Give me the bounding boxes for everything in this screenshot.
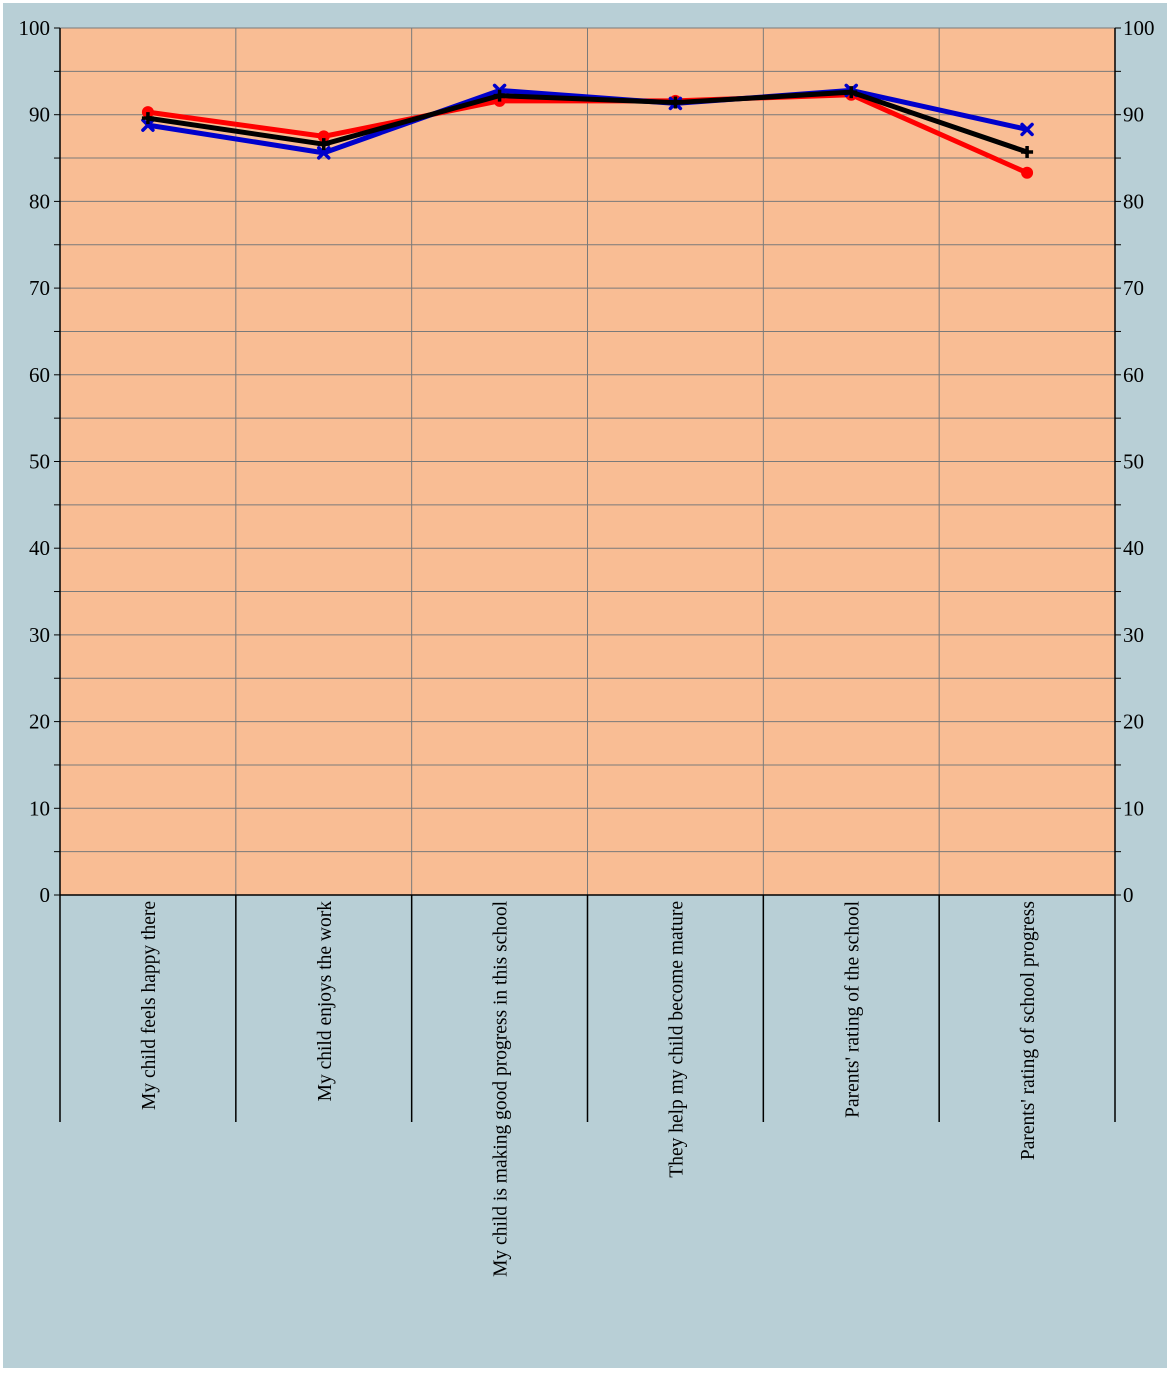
- y-tick-label-right: 100: [1123, 16, 1155, 40]
- y-tick-label-left: 20: [29, 710, 50, 734]
- y-tick-label-right: 0: [1123, 883, 1134, 907]
- x-category-label: Parents' rating of the school: [842, 900, 863, 1117]
- y-tick-label-left: 30: [29, 623, 50, 647]
- y-tick-label-left: 60: [29, 363, 50, 387]
- x-category-label: My child feels happy there: [139, 901, 160, 1110]
- data-point: [317, 146, 331, 160]
- y-tick-label-right: 30: [1123, 623, 1144, 647]
- data-point: [141, 112, 154, 125]
- y-tick-label-right: 40: [1123, 536, 1144, 560]
- x-category-label: Parents' rating of school progress: [1018, 901, 1039, 1160]
- y-tick-label-left: 50: [29, 450, 50, 474]
- x-category-label: They help my child become mature: [666, 901, 687, 1178]
- data-point: [317, 138, 330, 151]
- data-point: [1020, 122, 1034, 137]
- x-category-label: My child enjoys the work: [315, 901, 336, 1102]
- y-tick-label-left: 100: [19, 16, 51, 40]
- y-tick-label-left: 40: [29, 536, 50, 560]
- y-tick-label-right: 80: [1123, 189, 1144, 213]
- y-tick-label-left: 80: [29, 189, 50, 213]
- data-point: [669, 96, 682, 109]
- y-tick-label-right: 60: [1123, 363, 1144, 387]
- y-tick-label-left: 0: [40, 883, 51, 907]
- y-tick-label-right: 20: [1123, 710, 1144, 734]
- data-point: [141, 118, 155, 132]
- y-tick-label-right: 90: [1123, 103, 1144, 127]
- y-tick-label-left: 90: [29, 103, 50, 127]
- y-tick-label-right: 50: [1123, 450, 1144, 474]
- y-tick-label-left: 10: [29, 796, 50, 820]
- data-point: [1021, 145, 1034, 158]
- y-tick-label-right: 70: [1123, 276, 1144, 300]
- data-point: [845, 86, 858, 99]
- data-point: [1021, 166, 1034, 179]
- x-category-label: My child is making good progress in this…: [491, 900, 512, 1276]
- y-tick-label-left: 70: [29, 276, 50, 300]
- series-line-3: [145, 89, 1030, 155]
- data-point: [493, 89, 506, 102]
- y-tick-label-right: 10: [1123, 796, 1144, 820]
